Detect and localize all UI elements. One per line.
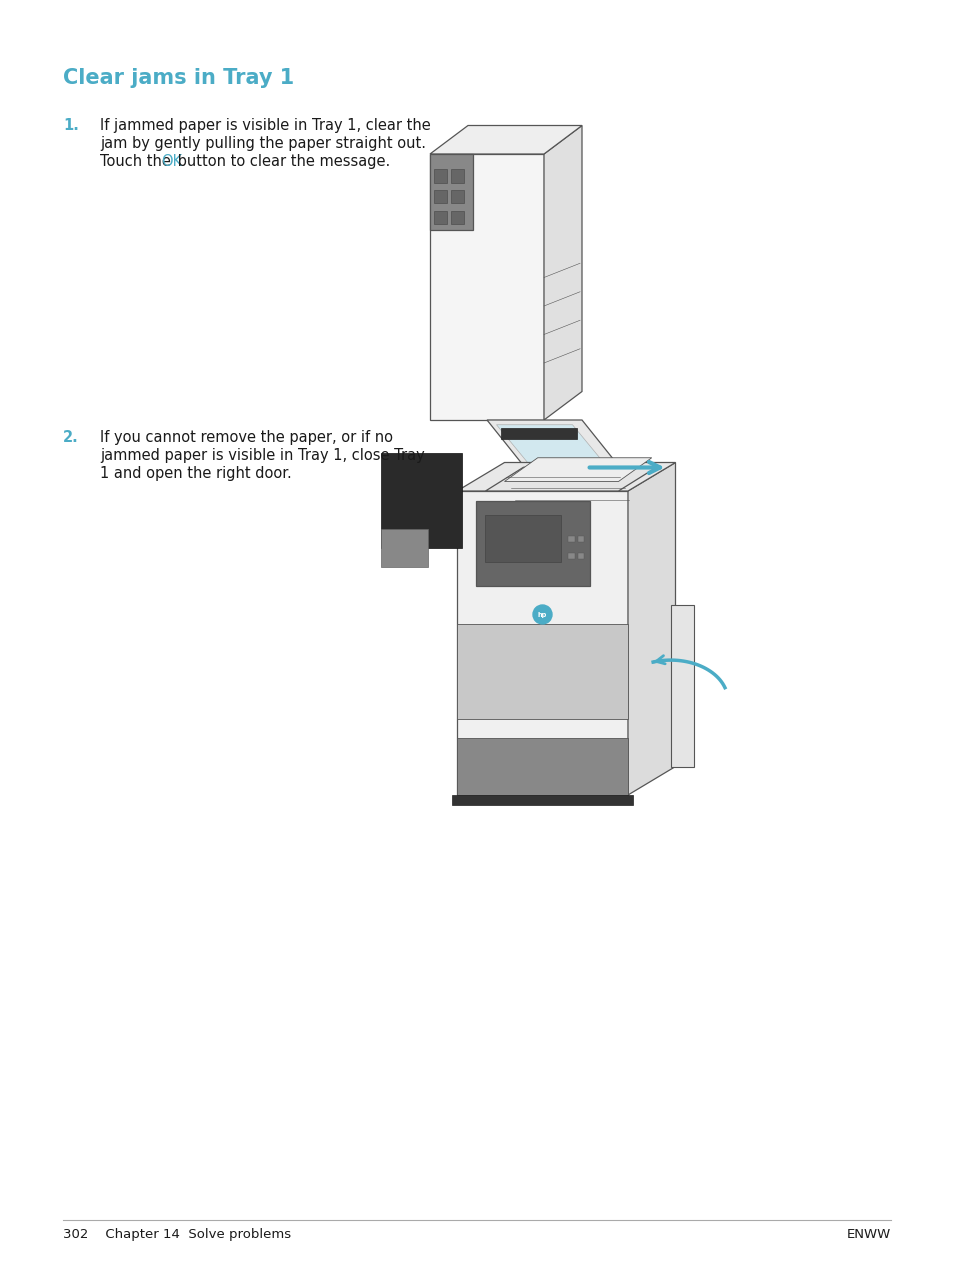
Text: OK: OK xyxy=(161,154,182,169)
Polygon shape xyxy=(500,428,577,439)
Text: jam by gently pulling the paper straight out.: jam by gently pulling the paper straight… xyxy=(100,136,426,151)
Text: ENWW: ENWW xyxy=(846,1228,890,1241)
Polygon shape xyxy=(452,795,632,804)
Polygon shape xyxy=(496,424,639,505)
Polygon shape xyxy=(485,514,561,563)
Bar xyxy=(434,190,447,203)
Bar xyxy=(451,169,464,183)
Polygon shape xyxy=(380,530,428,566)
Polygon shape xyxy=(670,605,694,767)
Polygon shape xyxy=(476,500,589,585)
Polygon shape xyxy=(486,420,658,516)
Text: 1 and open the right door.: 1 and open the right door. xyxy=(100,466,292,481)
Text: If you cannot remove the paper, or if no: If you cannot remove the paper, or if no xyxy=(100,431,393,444)
Text: jammed paper is visible in Tray 1, close Tray: jammed paper is visible in Tray 1, close… xyxy=(100,448,424,464)
Polygon shape xyxy=(456,462,675,491)
Text: If jammed paper is visible in Tray 1, clear the: If jammed paper is visible in Tray 1, cl… xyxy=(100,118,431,133)
Text: Touch the: Touch the xyxy=(100,154,175,169)
Polygon shape xyxy=(456,491,627,795)
Text: button to clear the message.: button to clear the message. xyxy=(173,154,390,169)
Text: 1.: 1. xyxy=(63,118,79,133)
Polygon shape xyxy=(456,738,627,795)
Bar xyxy=(434,169,447,183)
Polygon shape xyxy=(627,462,675,795)
Bar xyxy=(451,211,464,225)
Polygon shape xyxy=(380,453,461,547)
Polygon shape xyxy=(456,624,627,719)
Polygon shape xyxy=(430,154,473,230)
Circle shape xyxy=(533,605,552,624)
Text: 302    Chapter 14  Solve problems: 302 Chapter 14 Solve problems xyxy=(63,1228,291,1241)
Text: hp: hp xyxy=(537,611,547,617)
Bar xyxy=(568,552,575,559)
Text: Clear jams in Tray 1: Clear jams in Tray 1 xyxy=(63,69,294,88)
Polygon shape xyxy=(504,457,651,481)
Bar xyxy=(568,536,575,542)
Bar xyxy=(578,552,583,559)
Polygon shape xyxy=(430,126,581,154)
Bar xyxy=(434,211,447,225)
Polygon shape xyxy=(543,126,581,420)
Bar xyxy=(578,536,583,542)
Text: 2.: 2. xyxy=(63,431,79,444)
Bar xyxy=(451,190,464,203)
Polygon shape xyxy=(430,154,543,420)
Polygon shape xyxy=(485,467,656,491)
